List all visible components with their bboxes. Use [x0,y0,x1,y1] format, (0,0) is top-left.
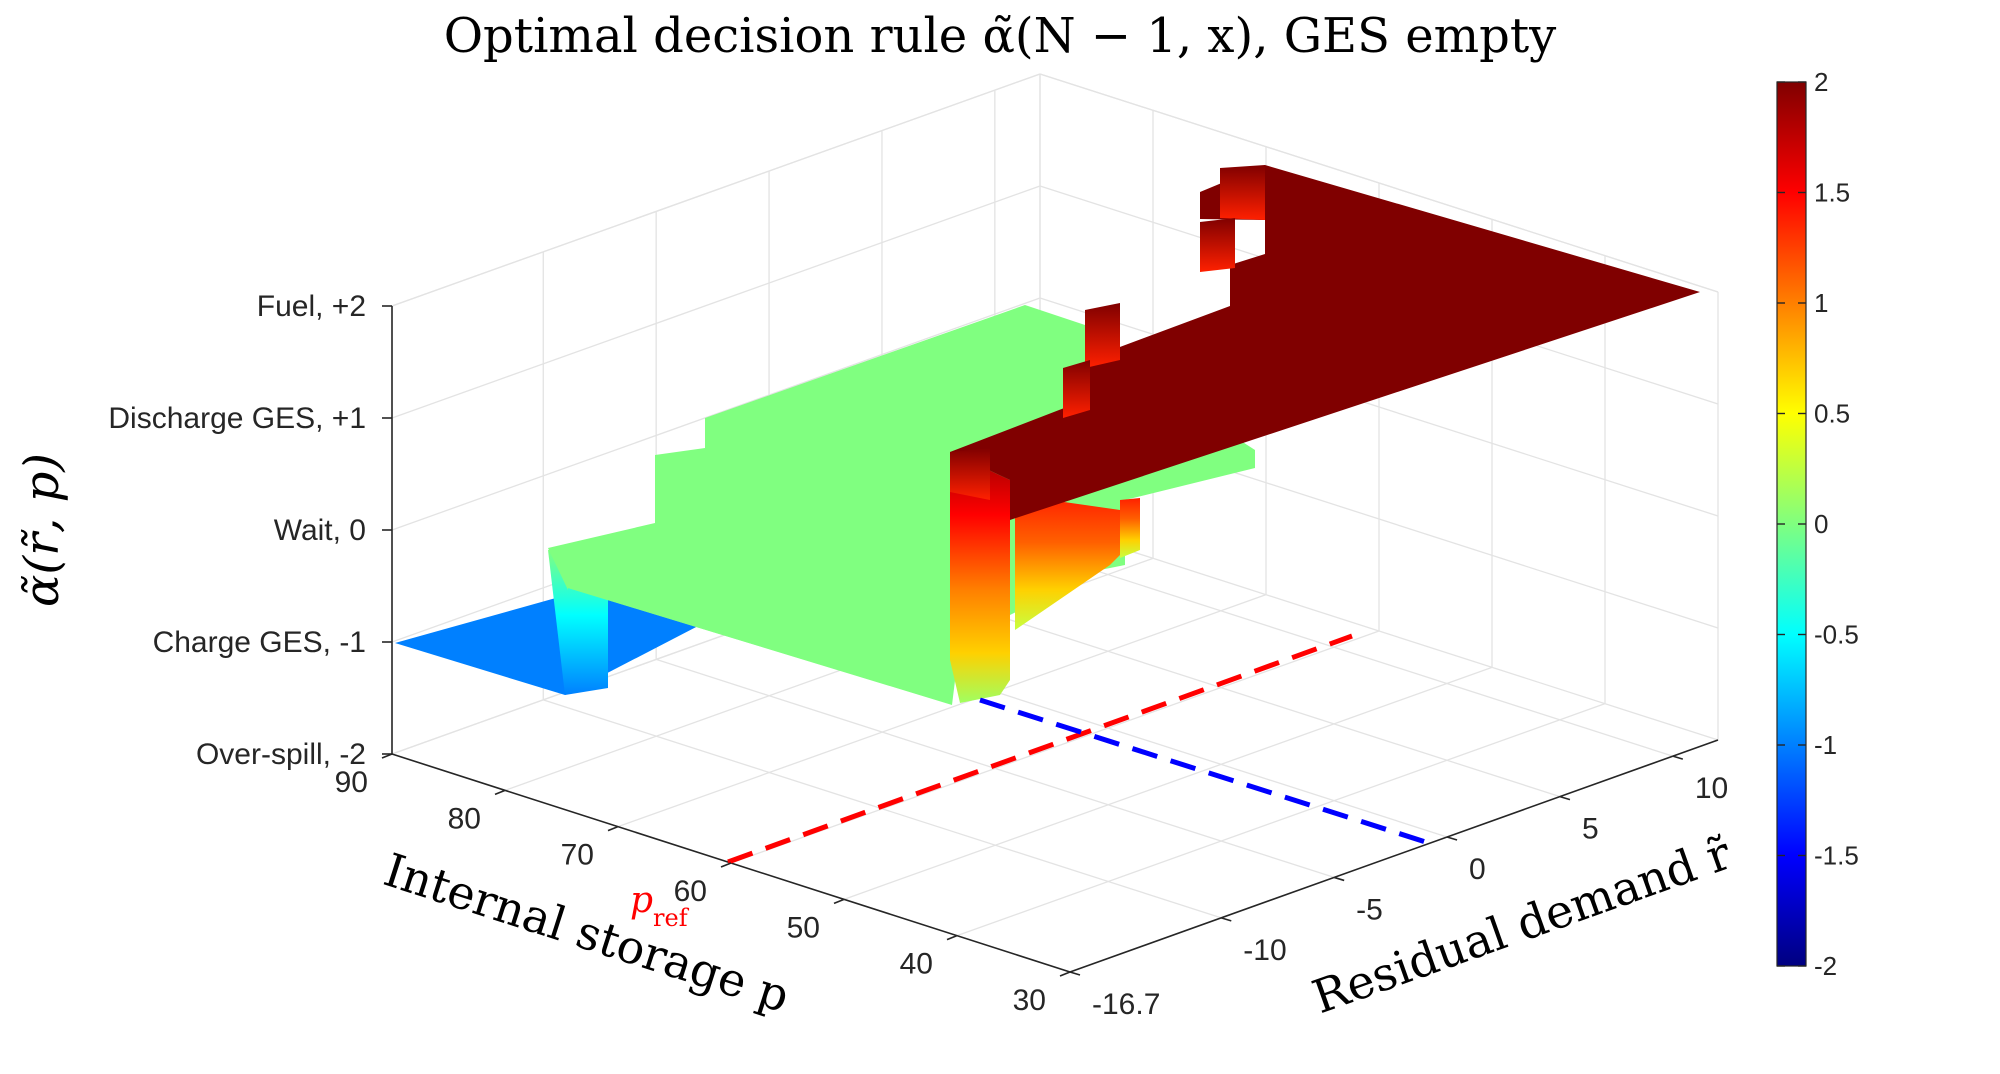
surface-fuel-step-1 [1220,165,1265,220]
r-tick-mark [1069,971,1081,976]
z-tick-label: Fuel, +2 [257,290,366,323]
z-tick-label: Charge GES, -1 [153,626,366,659]
colorbar-tick-label: 0 [1814,509,1828,539]
surface-hot-wall-2 [1015,495,1120,630]
surface-fuel-step-5 [950,448,990,500]
r-zero-reference-line [979,697,1433,847]
p-tick-label: 50 [787,911,820,944]
colorbar-ticks: 2 1.5 1 0.5 0 -0.5 -1 -1.5 -2 [1777,67,1859,981]
surface-hot-wall [950,452,1010,703]
p-tick-label: 80 [448,802,481,835]
p-tick-mark [833,898,845,905]
pref-reference-line [727,633,1353,865]
surface-charge-region [395,585,700,695]
colorbar: 2 1.5 1 0.5 0 -0.5 -1 -1.5 -2 [1776,67,1859,981]
colorbar-tick-label: 1.5 [1814,178,1850,208]
p-tick-mark [607,825,619,832]
surface-fuel-region [950,165,1700,520]
grid-line [391,73,1041,307]
grid-line [1039,73,1719,293]
z-tick-label: Wait, 0 [274,514,366,547]
r-tick-mark [1559,795,1571,801]
surface-fuel-step-3 [1085,303,1120,368]
grid-line [391,297,1041,531]
p-tick-mark [946,934,958,941]
r-tick-mark [1446,836,1458,841]
colorbar-tick-label: 0.5 [1814,399,1850,429]
z-axis-label: α̃(r̃, p) [14,453,70,607]
colorbar-tick-label: -0.5 [1814,620,1859,650]
surface-fuel-step-2 [1200,218,1235,272]
r-tick-mark [1333,876,1345,882]
z-tick-labels: Fuel, +2 Discharge GES, +1 Wait, 0 Charge G… [108,290,392,771]
p-tick-labels: 90 80 70 60 50 40 30 [335,753,1071,1017]
surface-fuel-step-4 [1063,360,1090,418]
r-tick-label: -10 [1243,934,1286,967]
p-tick-label: 70 [561,839,594,872]
surface-hot-wall-3 [1120,498,1140,558]
r-tick-label: 10 [1695,772,1728,805]
p-tick-mark [381,753,393,759]
surface-wait-front [568,555,950,704]
p-tick-mark [494,789,506,796]
colorbar-tick-label: 1 [1814,288,1828,318]
grid-line [730,630,1380,864]
p-tick-label: 90 [335,766,368,799]
r-tick-mark [1221,917,1232,922]
grid-line [617,594,1267,828]
p-tick-label: 60 [674,875,707,908]
surface [395,165,1700,705]
r-tick-labels: -16.7 -10 -5 0 5 10 [1069,755,1728,1021]
r-tick-mark [1672,755,1684,760]
p-tick-label: 30 [1013,984,1046,1017]
p-tick-mark [1059,971,1071,977]
grid-line [843,666,1493,900]
chart-title: Optimal decision rule α̃(N − 1, x), GES … [444,8,1557,64]
r-tick-label: -16.7 [1092,988,1160,1021]
colorbar-tick-label: -2 [1814,951,1837,981]
pref-label: pref [630,880,690,932]
p-tick-mark [720,862,732,868]
r-tick-label: 0 [1469,853,1486,886]
r-tick-label: -5 [1356,893,1383,926]
r-tick-label: 5 [1582,813,1599,846]
p-tick-label: 40 [900,948,933,981]
z-tick-label: Over-spill, -2 [196,738,366,771]
reference-lines [727,633,1433,865]
grid-line [391,185,1041,419]
colorbar-tick-label: -1.5 [1814,841,1859,871]
colorbar-tick-label: 2 [1814,67,1828,97]
z-tick-label: Discharge GES, +1 [108,402,366,435]
colorbar-tick-label: -1 [1814,730,1837,760]
r-axis-line [1069,739,1719,973]
grid-line [956,703,1606,937]
